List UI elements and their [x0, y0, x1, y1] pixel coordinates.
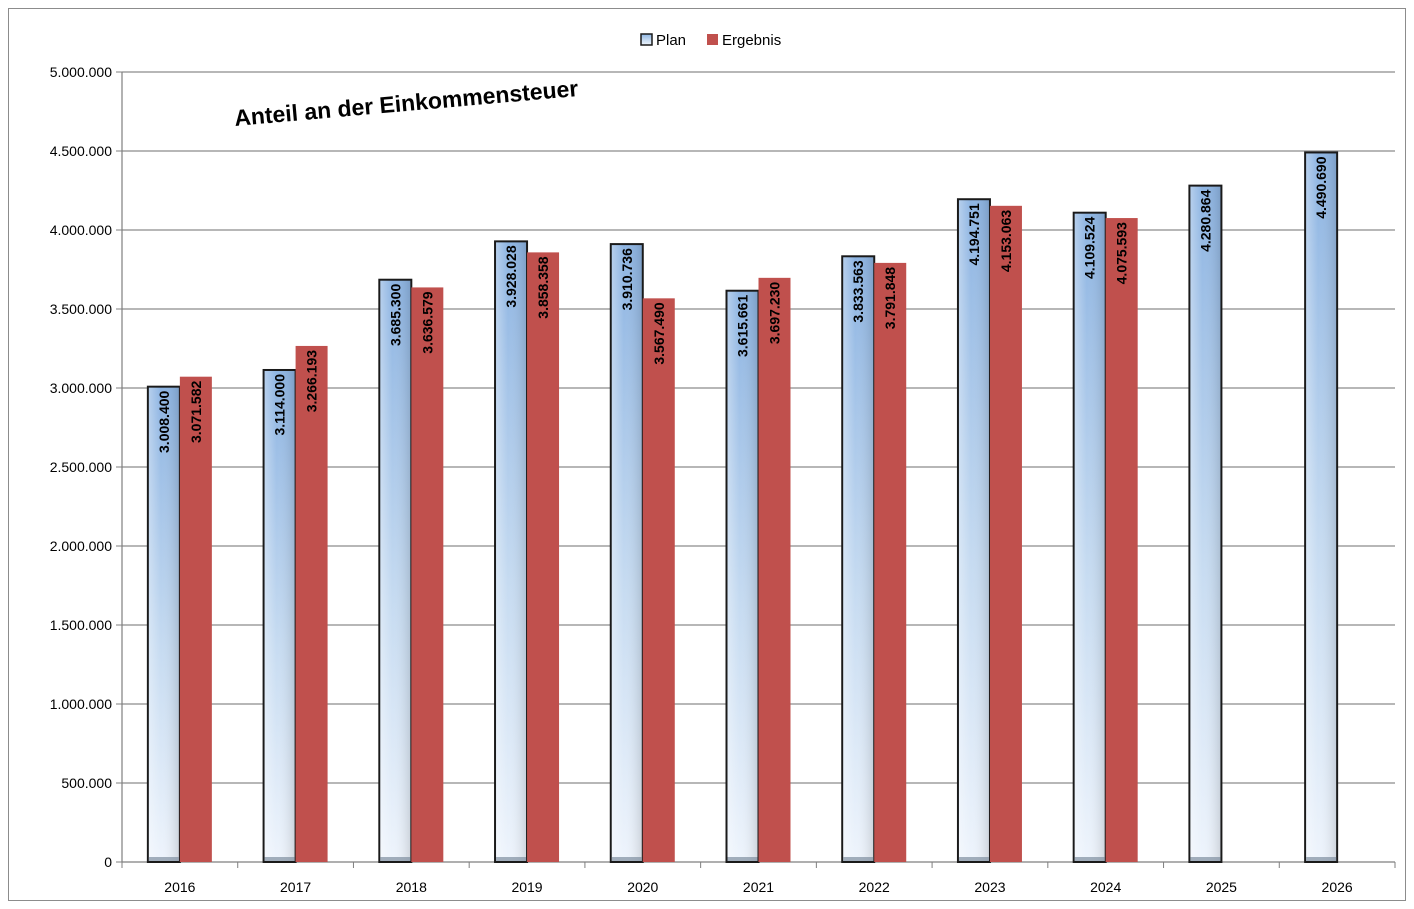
data-label-ergebnis: 4.153.063 [998, 210, 1014, 272]
bar-plan-shade [380, 280, 411, 861]
bar-plan-shade [611, 245, 642, 862]
data-label-ergebnis: 3.697.230 [767, 282, 783, 344]
legend-swatch-plan [640, 33, 653, 46]
bar-plan-shade [148, 387, 179, 861]
bar-ergebnis [642, 298, 675, 863]
y-tick-label: 0 [104, 854, 112, 870]
bar-plan-shade [496, 242, 527, 861]
bar-plan-base [148, 857, 179, 861]
data-label-plan: 4.490.690 [1313, 156, 1329, 218]
data-label-plan: 4.280.864 [1197, 189, 1213, 251]
x-tick-label: 2023 [974, 879, 1005, 895]
legend-swatch-ergebnis [707, 34, 718, 45]
bar-plan-base [958, 857, 989, 861]
x-tick-label: 2022 [859, 879, 890, 895]
data-label-plan: 4.194.751 [966, 203, 982, 265]
bar-plan-base [1074, 857, 1105, 861]
data-label-plan: 3.833.563 [850, 260, 866, 322]
bar-plan-base [380, 857, 411, 861]
y-tick-label: 3.000.000 [50, 380, 112, 396]
chart-title: Anteil an der Einkommensteuer [233, 75, 579, 131]
data-label-ergebnis: 3.266.193 [304, 350, 320, 412]
x-tick-label: 2019 [511, 879, 542, 895]
bar-ergebnis [758, 277, 791, 862]
y-tick-label: 4.000.000 [50, 222, 112, 238]
x-tick-label: 2024 [1090, 879, 1121, 895]
data-label-ergebnis: 3.071.582 [188, 380, 204, 442]
y-tick-label: 4.500.000 [50, 143, 112, 159]
data-label-plan: 3.928.028 [503, 245, 519, 307]
y-tick-label: 1.500.000 [50, 617, 112, 633]
chart-frame: 0 500.000 1.000.000 1.500.000 2.000.000 2.500… [8, 8, 1406, 901]
bar-ergebnis [179, 376, 212, 862]
data-label-plan: 3.008.400 [156, 390, 172, 452]
legend: Plan Ergebnis [640, 32, 781, 49]
legend-label-plan: Plan [656, 32, 686, 49]
bar-plan-shade [1306, 153, 1337, 862]
y-tick-label: 2.000.000 [50, 538, 112, 554]
y-tick-label: 3.500.000 [50, 301, 112, 317]
bar-plan-shade [727, 291, 758, 861]
x-tick-label: 2021 [743, 879, 774, 895]
bar-plan-base [611, 857, 642, 861]
data-label-ergebnis: 3.791.848 [882, 267, 898, 329]
bar-ergebnis [295, 345, 328, 862]
data-label-plan: 3.114.000 [272, 374, 288, 436]
bar-ergebnis [1105, 218, 1138, 863]
bar-plan-base [1190, 857, 1221, 861]
bar-plan-shade [843, 257, 874, 861]
bars [146, 151, 1339, 864]
bar-ergebnis [874, 262, 907, 862]
y-tick-label: 2.500.000 [50, 459, 112, 475]
data-label-ergebnis: 3.636.579 [419, 291, 435, 353]
data-label-plan: 3.615.661 [735, 295, 751, 357]
x-tick-label: 2016 [164, 879, 195, 895]
x-tick-label: 2020 [627, 879, 658, 895]
x-tick-label: 2017 [280, 879, 311, 895]
data-labels: 3.008.400 3.071.582 3.114.000 3.266.193 3.68… [156, 156, 1329, 453]
data-label-plan: 3.685.300 [387, 284, 403, 346]
bar-plan-base [843, 857, 874, 861]
bar-ergebnis [527, 252, 560, 862]
bar-chart: 0 500.000 1.000.000 1.500.000 2.000.000 2.500… [50, 32, 1396, 895]
x-tick-label: 2018 [396, 879, 427, 895]
bar-ergebnis [989, 205, 1022, 862]
x-tick-label: 2026 [1322, 879, 1353, 895]
bar-plan-base [1306, 857, 1337, 861]
y-tick-label: 500.000 [61, 775, 112, 791]
legend-label-ergebnis: Ergebnis [722, 32, 781, 49]
data-label-ergebnis: 3.567.490 [651, 302, 667, 364]
x-tick-label: 2025 [1206, 879, 1237, 895]
bar-plan-shade [1074, 213, 1105, 862]
bar-ergebnis [411, 287, 444, 862]
bar-plan-shade [1190, 186, 1221, 862]
bar-plan-base [496, 857, 527, 861]
data-label-ergebnis: 3.858.358 [535, 256, 551, 318]
data-label-ergebnis: 4.075.593 [1114, 222, 1130, 284]
y-tick-label: 5.000.000 [50, 64, 112, 80]
axes: 0 500.000 1.000.000 1.500.000 2.000.000 2.500… [50, 64, 1396, 895]
bar-plan-shade [958, 200, 989, 861]
y-tick-label: 1.000.000 [50, 696, 112, 712]
bar-plan-base [264, 857, 295, 861]
bar-plan-shade [264, 370, 295, 861]
data-label-plan: 3.910.736 [619, 248, 635, 310]
data-label-plan: 4.109.524 [1082, 216, 1098, 278]
bar-plan-base [727, 857, 758, 861]
